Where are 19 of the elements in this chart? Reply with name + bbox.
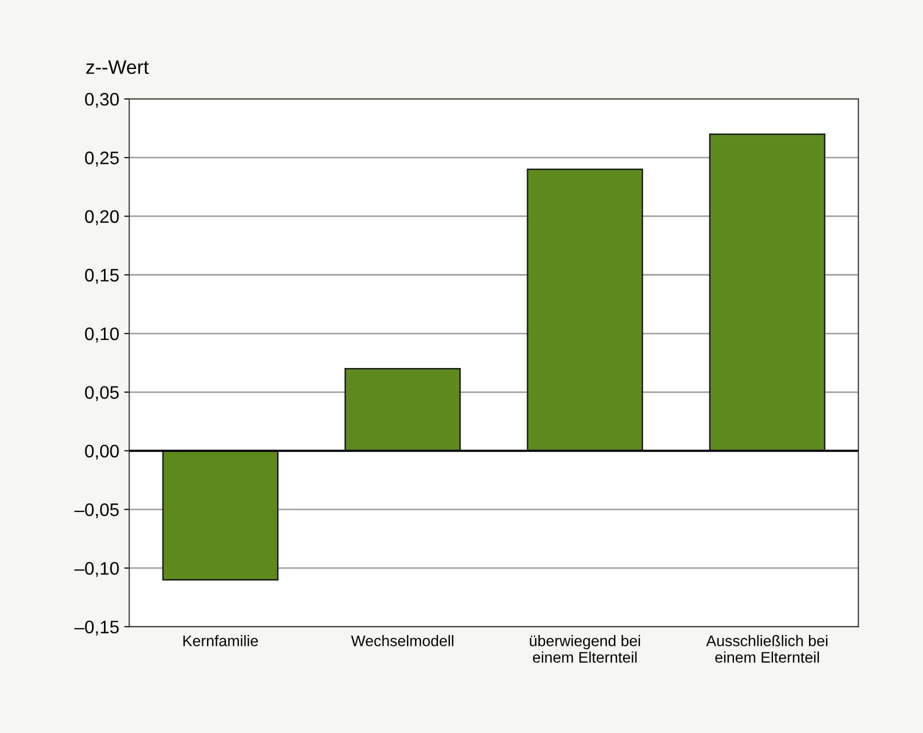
y-tick-label: –0,05 (74, 503, 119, 518)
bar (526, 168, 644, 452)
bar (162, 450, 278, 580)
y-tick-label: 0,15 (85, 268, 119, 284)
bar (344, 368, 461, 452)
x-tick-label: Ausschließlich bei einem Elternteil (706, 635, 828, 663)
y-tick-label: 0,25 (85, 152, 119, 166)
y-tick-label: 0,10 (85, 327, 119, 342)
y-tick-label: 0,00 (85, 444, 119, 460)
x-tick-label: Wechselmodell (351, 635, 454, 646)
y-tick-label: 0,30 (85, 92, 119, 108)
y-tick-label: 0,20 (85, 210, 119, 226)
y-tick-label: –0,15 (74, 620, 119, 636)
y-axis-title: z--Wert (86, 60, 149, 74)
x-tick-label: überwiegend bei einem Elternteil (530, 635, 640, 663)
x-tick-label: Kernfamilie (183, 635, 258, 646)
bar (709, 133, 826, 452)
y-tick-label: 0,05 (85, 386, 119, 402)
y-tick-label: –0,10 (74, 562, 119, 577)
